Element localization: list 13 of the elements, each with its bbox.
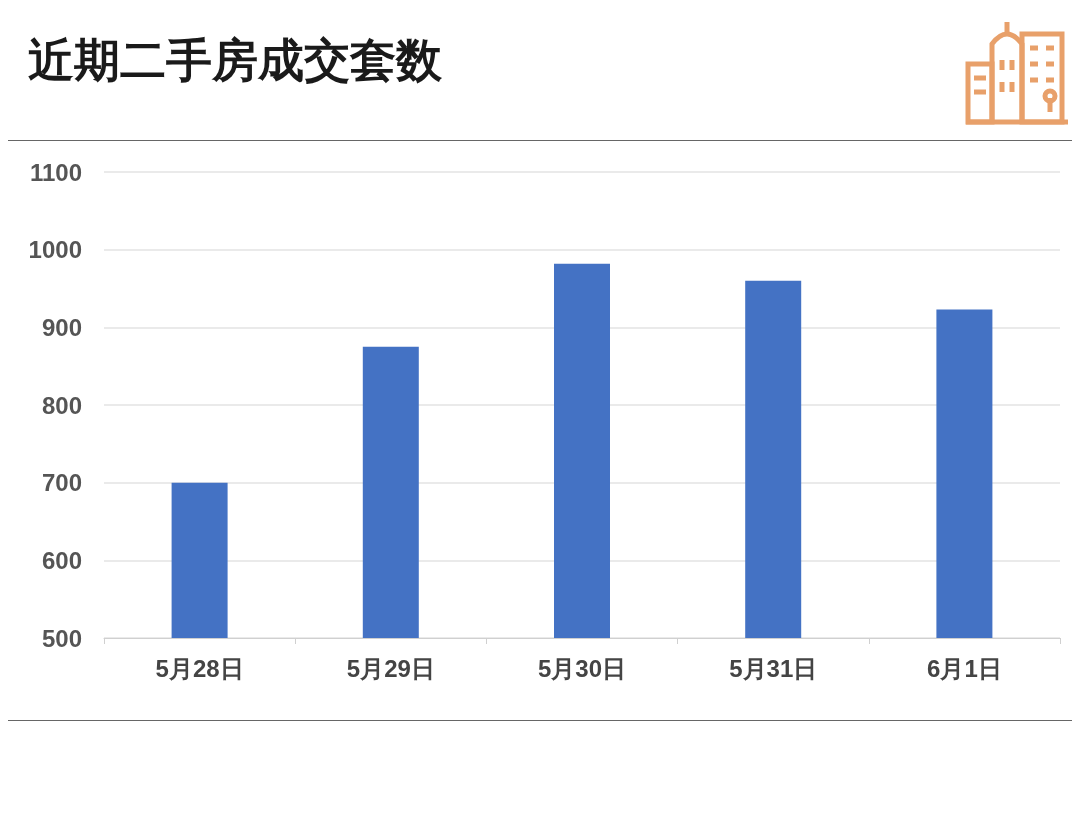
x-tick-label: 5月31日 [729,654,818,682]
x-tick-label: 5月30日 [537,654,627,682]
y-tick-label: 500 [41,624,82,652]
y-tick-label: 1100 [29,158,82,186]
x-tick-label: 5月29日 [346,654,435,682]
chart-title: 近期二手房成交套数 [28,32,442,89]
y-tick-label: 900 [41,313,82,341]
y-tick-label: 600 [41,546,82,574]
y-tick-label: 700 [41,469,82,497]
y-tick-label: 1000 [28,236,82,264]
y-tick-label: 800 [41,391,82,419]
x-tick-label: 5月28日 [155,654,244,682]
x-tick-label: 6月1日 [927,654,1002,682]
